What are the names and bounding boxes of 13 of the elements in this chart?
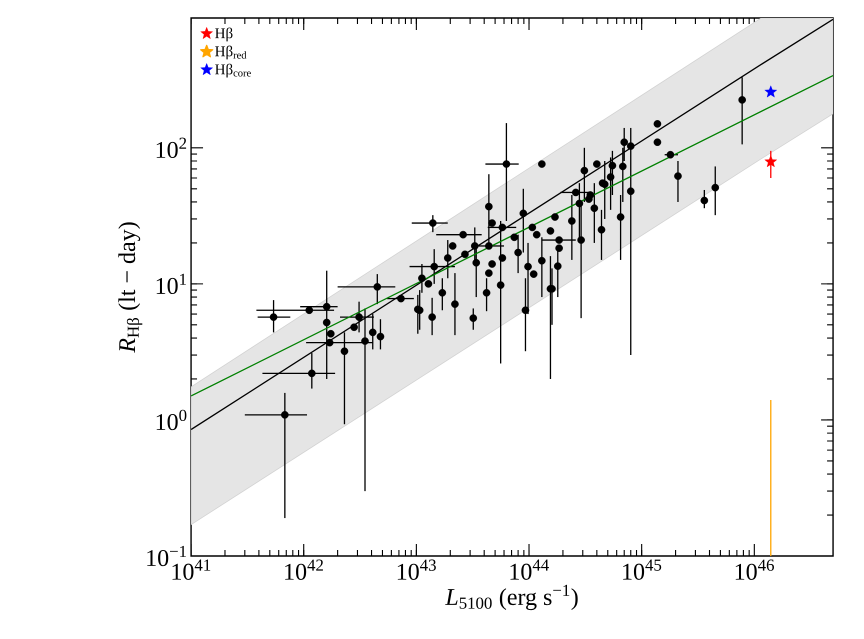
legend-label: Hβ$_{red}$ [215, 46, 246, 60]
x-tick-label: 10$^{46}$ [736, 560, 774, 580]
x-axis-title: L$_{5100}$ (erg s$^{−1}$) [445, 584, 578, 610]
y-tick-label: 10$^{1}$ [156, 274, 186, 294]
legend-label: Hβ [215, 28, 232, 42]
y-tick-label: 10$^{2}$ [156, 138, 186, 158]
y-tick-label: 10$^{0}$ [156, 410, 186, 430]
x-tick-label: 10$^{42}$ [285, 560, 323, 580]
x-tick-label: 10$^{45}$ [623, 560, 662, 580]
x-tick-label: 10$^{44}$ [510, 560, 549, 580]
y-axis-title: R$_{Hβ}$ (lt − day) [118, 222, 142, 353]
legend-label: Hβ$_{core}$ [215, 64, 251, 78]
x-tick-label: 10$^{43}$ [398, 560, 436, 580]
